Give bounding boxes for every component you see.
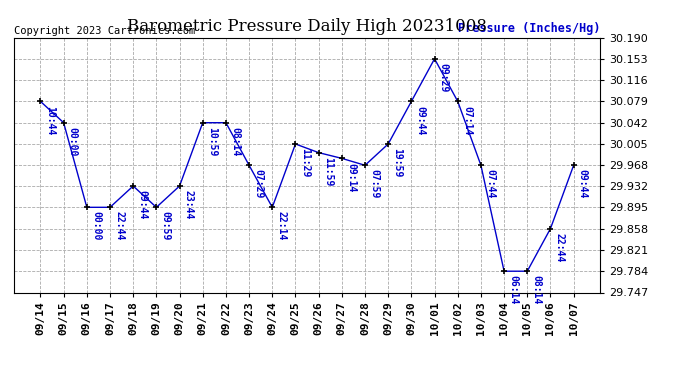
Text: 09:59: 09:59 — [161, 211, 170, 241]
Text: 00:00: 00:00 — [91, 211, 101, 241]
Text: 07:59: 07:59 — [369, 170, 380, 199]
Text: 00:00: 00:00 — [68, 127, 78, 156]
Text: 08:14: 08:14 — [531, 275, 542, 305]
Text: 09:44: 09:44 — [137, 190, 148, 219]
Text: 10:44: 10:44 — [45, 105, 55, 135]
Text: Copyright 2023 Cartronics.com: Copyright 2023 Cartronics.com — [14, 26, 195, 36]
Text: 09:44: 09:44 — [415, 105, 426, 135]
Text: 22:44: 22:44 — [555, 233, 564, 262]
Text: 10:59: 10:59 — [207, 127, 217, 156]
Text: 09:14: 09:14 — [346, 162, 356, 192]
Text: 07:44: 07:44 — [485, 170, 495, 199]
Title: Barometric Pressure Daily High 20231008: Barometric Pressure Daily High 20231008 — [127, 18, 487, 34]
Text: 08:14: 08:14 — [230, 127, 240, 156]
Text: 09:44: 09:44 — [578, 170, 588, 199]
Text: 07:14: 07:14 — [462, 105, 472, 135]
Text: 22:14: 22:14 — [277, 211, 286, 241]
Text: Pressure (Inches/Hg): Pressure (Inches/Hg) — [457, 22, 600, 35]
Text: 09:29: 09:29 — [439, 63, 449, 92]
Text: 11:59: 11:59 — [323, 157, 333, 186]
Text: 23:44: 23:44 — [184, 190, 194, 219]
Text: 07:29: 07:29 — [253, 170, 264, 199]
Text: 22:44: 22:44 — [114, 211, 124, 241]
Text: 06:14: 06:14 — [509, 275, 518, 305]
Text: 19:59: 19:59 — [393, 148, 402, 177]
Text: 11:29: 11:29 — [299, 148, 310, 177]
